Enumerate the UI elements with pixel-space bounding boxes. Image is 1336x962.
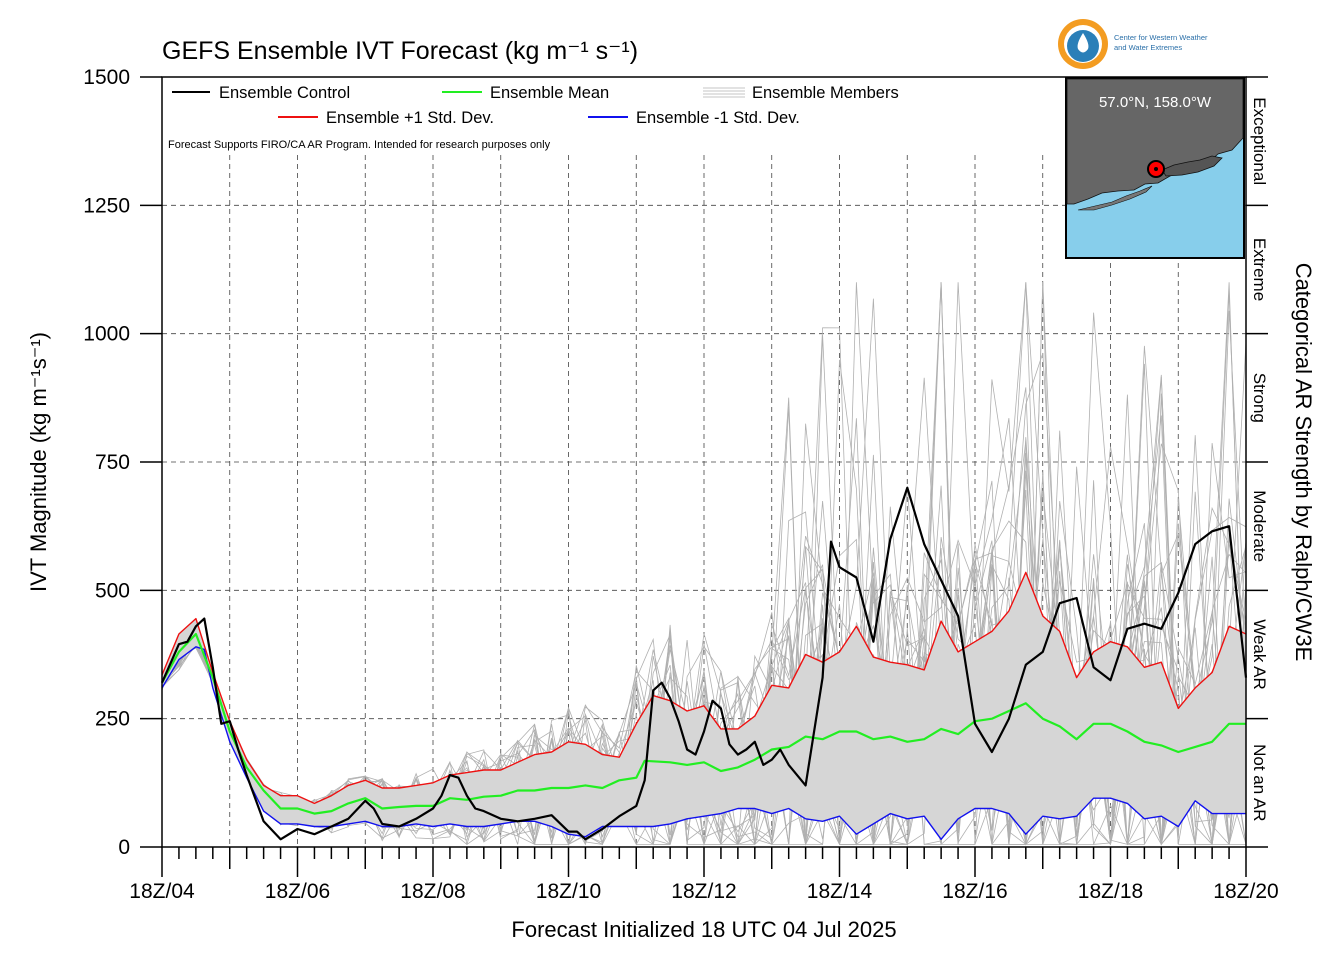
x-tick-label: 18Z/12	[671, 880, 736, 903]
x-axis-label: Forecast Initialized 18 UTC 04 Jul 2025	[511, 917, 896, 942]
category-label: Moderate	[1250, 490, 1269, 562]
peninsula-south	[1077, 185, 1153, 211]
logo-line-2: and Water Extremes	[1114, 43, 1182, 52]
y-axis-label: IVT Magnitude (kg m⁻¹s⁻¹)	[26, 332, 51, 592]
control-line	[160, 486, 1248, 841]
y-tick-label: 250	[95, 708, 130, 731]
legend-label-control: Ensemble Control	[219, 84, 350, 102]
right-axis-label: Categorical AR Strength by Ralph/CW3E	[1291, 263, 1316, 662]
chart-title: GEFS Ensemble IVT Forecast (kg m⁻¹ s⁻¹)	[162, 37, 638, 65]
mean-line	[161, 632, 1246, 815]
water-drop-icon	[1077, 33, 1089, 53]
x-tick-label: 18Z/08	[400, 880, 465, 903]
y-tick-label: 1250	[83, 194, 130, 217]
legend-swatch-members	[703, 87, 745, 98]
legend-label-mean: Ensemble Mean	[490, 84, 609, 102]
category-label: Strong	[1250, 373, 1269, 423]
x-tick-label: 18Z/06	[265, 880, 330, 903]
alaska-landmass	[1066, 78, 1244, 205]
y-tick-label: 0	[118, 836, 130, 859]
legend-label-members: Ensemble Members	[752, 84, 899, 102]
ar-category-axis: Not an AR Weak AR Moderate Strong Extreme Exc…	[1246, 76, 1269, 848]
x-tick-label: 18Z/10	[536, 880, 601, 903]
y-axis: 0 250 500 750 1000 1250 1500	[83, 66, 162, 859]
peninsula-coast	[1161, 155, 1223, 177]
category-label: Not an AR	[1250, 744, 1269, 822]
x-axis: 18Z/04 18Z/06 18Z/08 18Z/10 18Z/12 18Z/14 18Z/…	[129, 847, 1279, 903]
category-label: Exceptional	[1250, 97, 1269, 185]
inset-coordinates: 57.0°N, 158.0°W	[1099, 94, 1212, 111]
disclaimer-note: Forecast Supports FIRO/CA AR Program. In…	[168, 139, 551, 151]
location-inset-map: 57.0°N, 158.0°W	[1065, 77, 1245, 259]
x-tick-label: 18Z/14	[807, 880, 873, 903]
y-tick-label: 1000	[83, 323, 130, 346]
y-tick-label: 750	[95, 451, 130, 474]
category-label: Weak AR	[1250, 619, 1269, 690]
legend: Ensemble Control Ensemble Mean Ensemble …	[168, 84, 899, 151]
category-label: Extreme	[1250, 238, 1269, 301]
y-tick-label: 1500	[83, 66, 130, 89]
legend-label-minus-std: Ensemble -1 Std. Dev.	[636, 109, 800, 127]
series-lines	[160, 486, 1248, 841]
x-tick-label: 18Z/18	[1078, 880, 1143, 903]
x-tick-label: 18Z/04	[129, 880, 195, 903]
minus-std-line	[161, 646, 1246, 840]
x-tick-label: 18Z/20	[1213, 880, 1278, 903]
x-tick-label: 18Z/16	[942, 880, 1007, 903]
logo-line-1: Center for Western Weather	[1114, 33, 1208, 42]
cw3e-logo: Center for Western Weather and Water Ext…	[1058, 19, 1208, 69]
plus-std-line	[161, 571, 1247, 805]
legend-label-plus-std: Ensemble +1 Std. Dev.	[326, 109, 494, 127]
y-tick-label: 500	[95, 579, 130, 602]
